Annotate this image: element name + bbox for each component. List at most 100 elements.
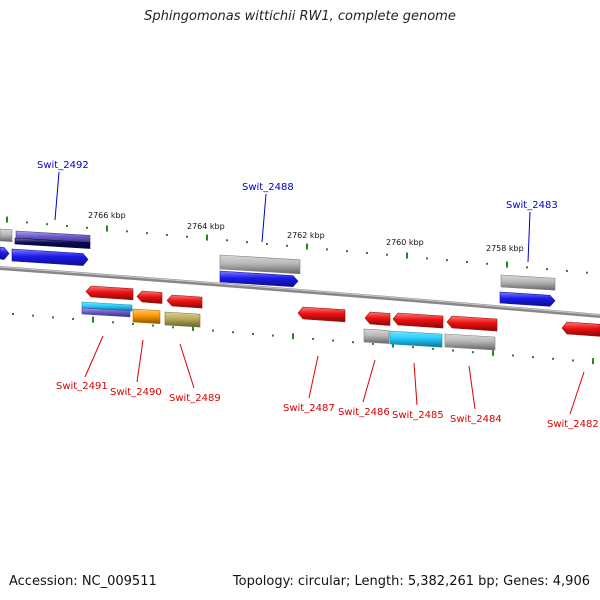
leader-line bbox=[413, 362, 418, 406]
gene-arrow bbox=[297, 306, 346, 323]
upper-tick bbox=[566, 269, 568, 272]
upper-tick bbox=[506, 261, 508, 268]
backbone-line bbox=[0, 266, 600, 318]
upper-tick bbox=[406, 252, 408, 259]
lower-tick bbox=[132, 322, 134, 325]
upper-tick bbox=[66, 224, 68, 227]
gene-label-reverse: Swit_2489 bbox=[169, 393, 221, 404]
lower-tick bbox=[52, 316, 54, 319]
leader-line bbox=[468, 365, 476, 410]
lower-tick bbox=[232, 331, 234, 334]
lower-tick bbox=[32, 314, 34, 317]
upper-tick bbox=[6, 216, 8, 223]
upper-tick-track bbox=[6, 216, 588, 274]
leader-line bbox=[261, 193, 267, 243]
gene-block bbox=[14, 237, 91, 249]
gene-arrow bbox=[85, 285, 134, 301]
gene-label-reverse: Swit_2487 bbox=[283, 403, 335, 414]
leader-line bbox=[136, 339, 144, 383]
gene-arrow bbox=[11, 248, 89, 266]
upper-tick bbox=[46, 223, 48, 226]
gene-block bbox=[132, 308, 161, 324]
upper-tick bbox=[166, 233, 168, 236]
upper-tick bbox=[426, 257, 428, 260]
gene-block bbox=[363, 328, 390, 344]
lower-tick bbox=[312, 337, 314, 340]
upper-tick bbox=[446, 259, 448, 262]
leader-line bbox=[527, 211, 531, 263]
scale-label: 2766 kbp bbox=[88, 211, 126, 220]
upper-tick bbox=[386, 253, 388, 256]
scale-label: 2762 kbp bbox=[287, 231, 325, 240]
leader-line bbox=[308, 355, 319, 399]
gene-arrow bbox=[499, 291, 556, 307]
gene-label-reverse: Swit_2484 bbox=[450, 414, 502, 425]
gene-label-reverse: Swit_2491 bbox=[56, 381, 108, 392]
lower-tick bbox=[212, 329, 214, 332]
gene-block bbox=[500, 274, 556, 291]
gene-labels: Swit_2492Swit_2488Swit_2483Swit_2491Swit… bbox=[37, 160, 599, 430]
gene-label-forward: Swit_2488 bbox=[242, 182, 294, 193]
lower-tick bbox=[352, 341, 354, 344]
lower-tick bbox=[172, 326, 174, 329]
upper-tick bbox=[226, 239, 228, 242]
upper-tick bbox=[106, 225, 108, 232]
scale-labels: 2766 kbp 2764 kbp 2762 kbp 2760 kbp 2758 kbp bbox=[88, 211, 524, 253]
lower-tick bbox=[332, 339, 334, 342]
upper-tick bbox=[466, 260, 468, 263]
upper-tick bbox=[286, 244, 288, 247]
lower-tick bbox=[92, 316, 94, 323]
leader-line bbox=[362, 359, 376, 403]
upper-tick bbox=[366, 251, 368, 254]
upper-tick bbox=[586, 271, 588, 274]
gene-label-reverse: Swit_2490 bbox=[110, 387, 162, 398]
lower-tick bbox=[192, 324, 194, 331]
leader-line bbox=[54, 171, 60, 221]
lower-tick bbox=[72, 317, 74, 320]
lower-tick bbox=[532, 356, 534, 359]
lower-tick bbox=[412, 346, 414, 349]
gene-arrow bbox=[166, 294, 203, 309]
gene-arrow bbox=[561, 321, 600, 337]
gene-label-reverse: Swit_2482 bbox=[547, 419, 599, 430]
lower-tick bbox=[512, 354, 514, 357]
gene-block bbox=[389, 330, 443, 348]
lower-tick bbox=[432, 347, 434, 350]
gene-arrow bbox=[392, 312, 444, 329]
accession-text: Accession: NC_009511 bbox=[9, 574, 157, 589]
backbone-highlight bbox=[0, 266, 600, 316]
genome-summary-text: Topology: circular; Length: 5,382,261 bp… bbox=[232, 574, 590, 589]
lower-tick bbox=[572, 359, 574, 362]
upper-tick bbox=[526, 266, 528, 269]
gene-block bbox=[444, 333, 496, 351]
gene-block bbox=[81, 307, 131, 318]
lower-tick bbox=[12, 312, 14, 315]
gene-arrow bbox=[364, 311, 391, 326]
leader-line bbox=[84, 335, 104, 378]
genome-backbone bbox=[0, 266, 600, 318]
upper-tick bbox=[86, 226, 88, 229]
gene-features bbox=[0, 228, 600, 351]
upper-tick bbox=[306, 243, 308, 250]
upper-tick bbox=[146, 232, 148, 235]
scale-label: 2760 kbp bbox=[386, 238, 424, 247]
upper-tick bbox=[246, 241, 248, 244]
gene-block bbox=[0, 228, 13, 243]
upper-tick bbox=[546, 268, 548, 271]
lower-tick bbox=[452, 349, 454, 352]
lower-tick bbox=[392, 341, 394, 348]
upper-tick bbox=[206, 234, 208, 241]
gene-arrow bbox=[136, 290, 163, 304]
lower-tick bbox=[592, 358, 594, 365]
lower-tick bbox=[492, 349, 494, 356]
scale-label: 2764 kbp bbox=[187, 222, 225, 231]
gene-block bbox=[219, 254, 301, 275]
gene-arrow bbox=[219, 270, 299, 287]
upper-tick bbox=[486, 262, 488, 265]
gene-label-leaders bbox=[54, 171, 585, 415]
lower-tick bbox=[112, 321, 114, 324]
gene-arrow bbox=[446, 315, 498, 332]
gene-label-forward: Swit_2483 bbox=[506, 200, 558, 211]
scale-label: 2758 kbp bbox=[486, 244, 524, 253]
lower-tick bbox=[152, 324, 154, 327]
